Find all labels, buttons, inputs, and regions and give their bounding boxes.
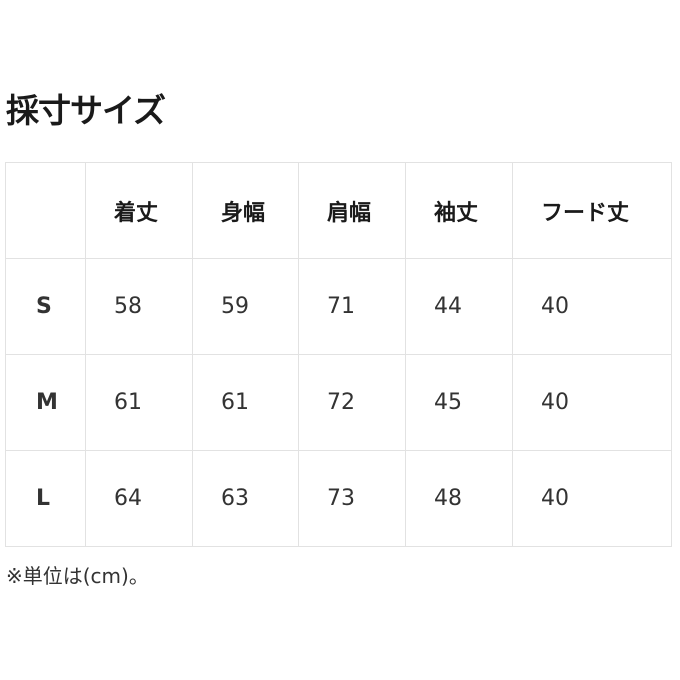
size-table: 着丈 身幅 肩幅 袖丈 フード丈 S 58 59 71 44 40 M 61 6… xyxy=(5,162,672,547)
header-cell: 身幅 xyxy=(192,162,299,259)
table-cell: 64 xyxy=(85,450,193,547)
header-cell-empty xyxy=(5,162,86,259)
header-cell: 肩幅 xyxy=(298,162,406,259)
table-cell: 48 xyxy=(405,450,513,547)
table-cell: 61 xyxy=(85,354,193,451)
table-cell: 58 xyxy=(85,258,193,355)
table-cell: 44 xyxy=(405,258,513,355)
page-title: 採寸サイズ xyxy=(6,91,166,130)
table-cell: 72 xyxy=(298,354,406,451)
table-row: S 58 59 71 44 40 xyxy=(5,258,672,355)
table-row: M 61 61 72 45 40 xyxy=(5,354,672,451)
size-label: L xyxy=(5,450,86,547)
header-cell: 袖丈 xyxy=(405,162,513,259)
table-cell: 63 xyxy=(192,450,299,547)
table-cell: 40 xyxy=(512,354,672,451)
table-header-row: 着丈 身幅 肩幅 袖丈 フード丈 xyxy=(5,162,672,259)
unit-note: ※単位は(cm)。 xyxy=(6,564,149,588)
table-cell: 40 xyxy=(512,450,672,547)
size-label: M xyxy=(5,354,86,451)
header-cell: フード丈 xyxy=(512,162,672,259)
table-row: L 64 63 73 48 40 xyxy=(5,450,672,547)
table-cell: 73 xyxy=(298,450,406,547)
table-cell: 59 xyxy=(192,258,299,355)
table-cell: 40 xyxy=(512,258,672,355)
size-label: S xyxy=(5,258,86,355)
table-cell: 45 xyxy=(405,354,513,451)
table-cell: 71 xyxy=(298,258,406,355)
table-cell: 61 xyxy=(192,354,299,451)
header-cell: 着丈 xyxy=(85,162,193,259)
